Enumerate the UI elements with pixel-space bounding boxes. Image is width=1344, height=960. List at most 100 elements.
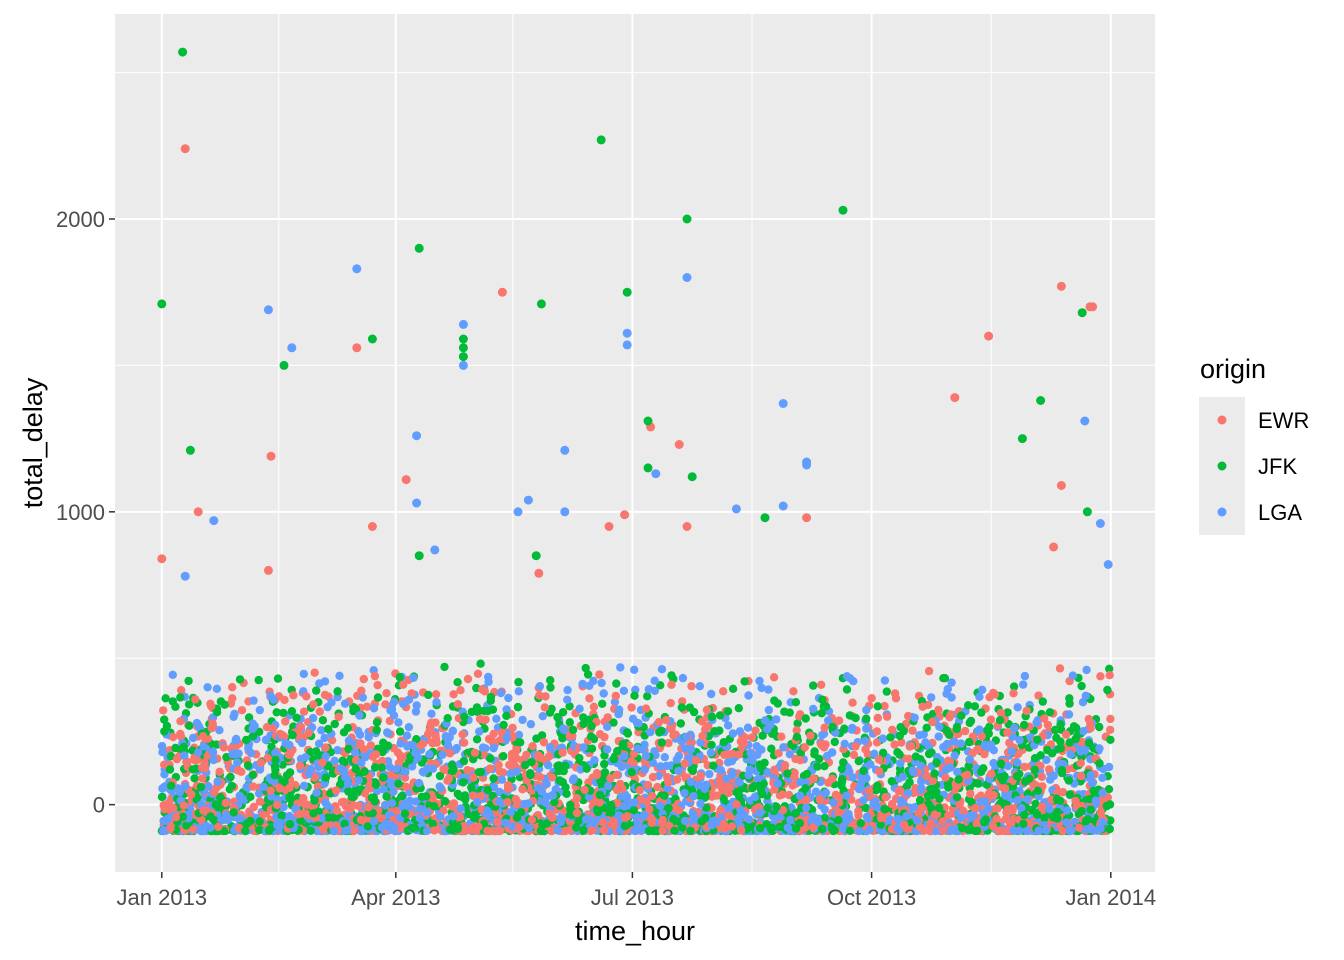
data-point (696, 771, 705, 781)
data-point (370, 671, 380, 681)
data-point (310, 796, 319, 805)
data-point (314, 739, 324, 748)
data-point (296, 722, 306, 732)
data-point (324, 813, 333, 822)
data-point (806, 731, 815, 740)
data-point (1079, 727, 1088, 736)
data-point (261, 735, 271, 744)
data-point (910, 713, 919, 722)
data-point (431, 690, 441, 699)
data-point (447, 760, 457, 770)
data-point (578, 679, 587, 689)
data-point (810, 750, 819, 759)
data-point (644, 685, 653, 694)
data-point (538, 712, 547, 721)
data-point (340, 699, 350, 708)
data-point (176, 693, 185, 702)
data-point (382, 689, 391, 698)
data-point (870, 749, 879, 758)
data-point (280, 695, 289, 705)
data-point (219, 743, 228, 752)
data-point (656, 762, 665, 771)
data-point (688, 766, 697, 775)
data-point (966, 789, 975, 798)
data-point (359, 674, 368, 684)
data-point (558, 748, 567, 757)
data-point (707, 740, 716, 750)
data-point (593, 807, 603, 817)
data-point (756, 763, 766, 773)
data-point (1041, 826, 1051, 835)
data-point (905, 778, 914, 787)
data-point (985, 722, 994, 731)
data-point (844, 809, 853, 819)
data-point (1009, 682, 1019, 691)
data-point (906, 741, 916, 751)
data-point (616, 779, 625, 789)
data-point (818, 824, 827, 834)
data-point (558, 708, 568, 717)
data-point (448, 726, 458, 735)
data-point (436, 812, 445, 821)
data-point (1085, 795, 1094, 804)
data-point (279, 802, 288, 812)
data-point (469, 813, 479, 823)
data-point (463, 674, 473, 684)
data-point (600, 826, 609, 835)
data-point (820, 814, 829, 823)
data-point (171, 743, 180, 753)
data-point (946, 710, 956, 719)
data-point (848, 698, 857, 707)
data-point (360, 789, 370, 798)
data-point (656, 681, 665, 690)
data-point (233, 766, 243, 775)
data-point (399, 699, 408, 709)
data-point (249, 782, 258, 791)
data-point (664, 738, 673, 748)
data-point (633, 819, 642, 828)
data-point (1033, 786, 1043, 795)
data-point (828, 722, 837, 732)
data-point (157, 792, 167, 802)
data-point (223, 815, 232, 825)
data-point (373, 680, 382, 690)
data-point (917, 777, 926, 786)
data-point (309, 700, 318, 709)
data-point (402, 731, 412, 740)
data-point (1020, 810, 1029, 820)
data-point (1045, 708, 1055, 717)
data-point (458, 730, 467, 739)
data-point (926, 784, 935, 794)
data-point (764, 705, 773, 715)
data-point (595, 798, 604, 807)
data-point (723, 707, 733, 716)
data-point (882, 712, 892, 721)
data-point (802, 769, 812, 779)
data-point (783, 769, 792, 778)
data-point (964, 701, 973, 710)
data-point (513, 703, 523, 712)
data-point (916, 761, 926, 770)
data-point (389, 711, 399, 720)
data-point (243, 761, 253, 770)
data-point (1038, 697, 1048, 706)
data-point (996, 708, 1006, 718)
data-point (728, 684, 738, 693)
data-point (1106, 816, 1115, 825)
data-point (877, 826, 886, 836)
data-point (1068, 671, 1078, 680)
data-point (697, 817, 706, 826)
data-point (572, 823, 581, 832)
data-point (728, 729, 738, 738)
data-point (903, 788, 913, 798)
data-point (548, 791, 557, 800)
data-point (800, 743, 809, 752)
data-point (927, 693, 936, 702)
data-point (589, 702, 599, 711)
data-point (950, 785, 959, 795)
data-point (444, 774, 454, 783)
data-point (160, 727, 169, 736)
data-point (686, 744, 696, 754)
data-point (579, 713, 588, 722)
